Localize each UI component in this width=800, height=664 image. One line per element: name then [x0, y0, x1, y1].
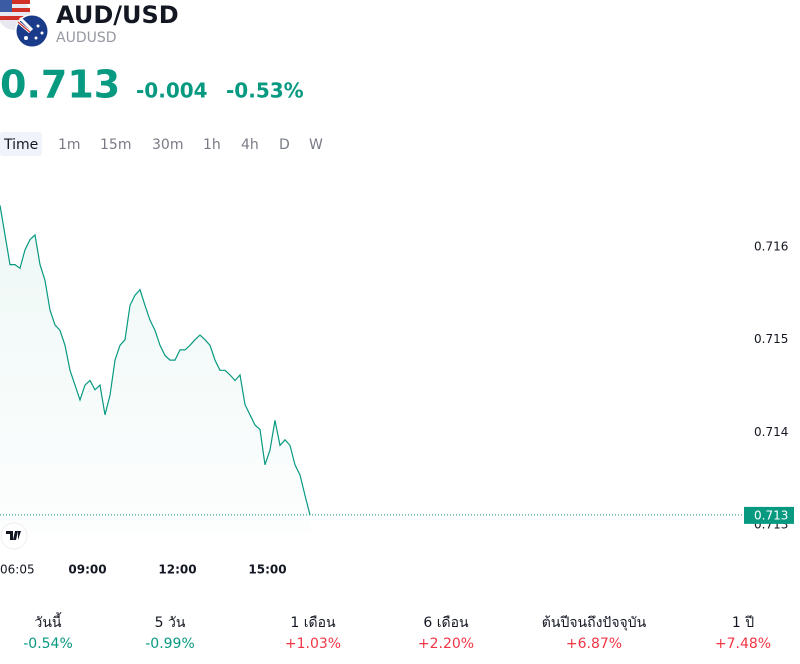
timeframe-bar: Time 1m 15m 30m 1h 4h D W — [0, 132, 323, 156]
change: -0.004 — [136, 79, 208, 103]
period-value: +2.20% — [418, 636, 474, 652]
period-value: +1.03% — [285, 636, 341, 652]
price-label: 0.713 — [754, 508, 788, 522]
period-value: -0.99% — [145, 636, 195, 652]
period-value: +7.48% — [715, 636, 771, 652]
period-label: 1 ปี — [732, 615, 754, 631]
timeframe-button[interactable]: 1m — [58, 137, 81, 153]
y-tick-label: 0.714 — [754, 425, 788, 439]
timeframe-button[interactable]: D — [279, 137, 290, 153]
period-value: +6.87% — [566, 636, 622, 652]
y-tick-label: 0.715 — [754, 332, 788, 346]
price: 0.713 — [0, 63, 120, 107]
period-label: 5 วัน — [155, 615, 186, 631]
timeframe-button[interactable]: 30m — [152, 137, 183, 153]
period-label: 1 เดือน — [290, 615, 336, 631]
change-percent: -0.53% — [226, 79, 304, 103]
x-tick-label: 15:00 — [248, 563, 286, 577]
performance: วันนี้ -0.54% 5 วัน -0.99% 1 เดือน +1.03% 6 เด… — [23, 612, 771, 652]
timeframe-button[interactable]: 1h — [203, 137, 221, 153]
price-label-box — [744, 506, 794, 524]
x-tick-label: 12:00 — [158, 563, 196, 577]
x-tick-label: 09:00 — [68, 563, 106, 577]
timeframe-button[interactable]: W — [309, 137, 323, 153]
tv-logo — [0, 522, 28, 550]
ticker: AUDUSD — [56, 30, 117, 46]
price-line — [0, 205, 311, 516]
period-label: 6 เดือน — [423, 615, 469, 631]
x-tick-label: 06:05 — [0, 563, 35, 577]
period-label: ต้นปีจนถึงปัจจุบัน — [542, 615, 647, 631]
y-tick-label: 0.716 — [754, 240, 788, 254]
timeframe-button[interactable]: 15m — [100, 137, 131, 153]
timeframe-button[interactable]: Time — [3, 137, 38, 153]
area — [0, 205, 310, 533]
period-label: วันนี้ — [34, 612, 62, 631]
timeframe-selected — [0, 132, 42, 156]
timeframe-button[interactable]: 4h — [241, 137, 259, 153]
period-value: -0.54% — [23, 636, 73, 652]
symbol: AUD/USD — [56, 1, 179, 29]
plot: 0.713 0.714 0.715 0.716 06:05 09:00 12:00 15:00… — [0, 205, 794, 577]
flag-icons — [0, 0, 49, 48]
